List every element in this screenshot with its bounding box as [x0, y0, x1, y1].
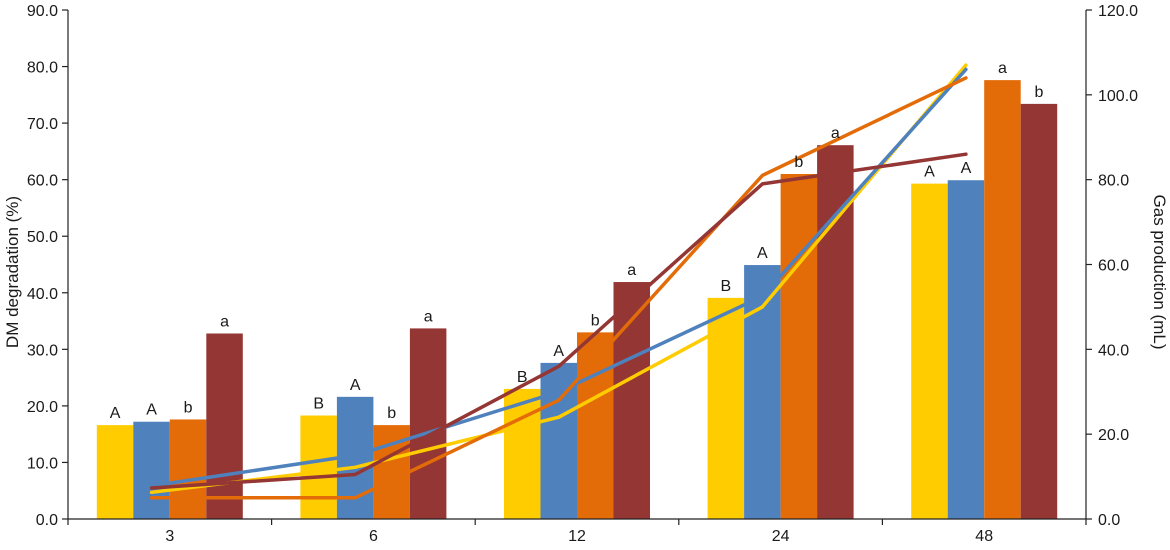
x-tick-label: 24 — [772, 528, 790, 545]
y2-tick-label: 0.0 — [1098, 512, 1120, 529]
y2-tick-label: 80.0 — [1098, 173, 1129, 190]
lines-layer — [149, 63, 968, 500]
y-tick-label: 70.0 — [27, 116, 58, 133]
series-line — [149, 152, 968, 490]
series-line — [149, 63, 968, 495]
axes-layer: 0.0 10.0 20.0 30.0 40.0 50.0 60.0 70.0 80.0 90.0 0… — [27, 3, 1138, 545]
bar — [300, 415, 337, 519]
significance-label: a — [998, 60, 1007, 77]
bar — [133, 421, 170, 519]
y-tick-label: 40.0 — [27, 286, 58, 303]
y-tick-label: 50.0 — [27, 229, 58, 246]
y2-tick-label: 40.0 — [1098, 342, 1129, 359]
bar — [947, 180, 985, 519]
significance-label: a — [627, 262, 636, 279]
significance-label: B — [721, 278, 732, 295]
y2-tick-label: 20.0 — [1098, 427, 1129, 444]
significance-label: A — [924, 164, 935, 181]
y2-tick-label: 100.0 — [1098, 88, 1138, 105]
significance-label: b — [184, 399, 193, 416]
significance-label: A — [553, 343, 564, 360]
y-tick-label: 60.0 — [27, 173, 58, 190]
y-tick-label: 80.0 — [27, 60, 58, 77]
significance-label: A — [110, 405, 121, 422]
significance-label: a — [220, 313, 229, 330]
x-tick-label: 48 — [975, 528, 993, 545]
significance-label: b — [794, 154, 803, 171]
bar — [911, 183, 948, 519]
significance-label: a — [424, 308, 433, 325]
bars-layer — [96, 80, 1058, 519]
y2-axis-title: Gas production (mL) — [1150, 195, 1169, 350]
bar — [1020, 103, 1058, 519]
significance-label: a — [831, 125, 840, 142]
significance-label: A — [350, 377, 361, 394]
bar — [409, 328, 447, 519]
series-line — [149, 67, 968, 488]
x-tick-label: 3 — [165, 528, 174, 545]
y2-tick-label: 120.0 — [1098, 3, 1138, 20]
bar — [169, 419, 207, 519]
significance-label: b — [1034, 84, 1043, 101]
significance-label: A — [757, 245, 768, 262]
y-tick-label: 90.0 — [27, 3, 58, 20]
significance-label: b — [387, 405, 396, 422]
bar — [780, 174, 818, 519]
y2-tick-label: 60.0 — [1098, 258, 1129, 275]
significance-label: b — [591, 312, 600, 329]
y-tick-label: 0.0 — [36, 512, 58, 529]
x-tick-label: 12 — [568, 528, 586, 545]
y-tick-label: 20.0 — [27, 399, 58, 416]
significance-label: B — [313, 396, 324, 413]
significance-labels-layer: A B B B A A A A A Ab b b b a a a a a b — [110, 60, 1044, 422]
series-line — [149, 76, 968, 500]
bar — [206, 333, 243, 519]
y-tick-label: 30.0 — [27, 342, 58, 359]
significance-label: A — [146, 402, 157, 419]
x-tick-label: 6 — [369, 528, 378, 545]
bar — [984, 80, 1021, 519]
bar — [707, 297, 745, 519]
bar — [96, 425, 134, 519]
significance-label: B — [517, 369, 528, 386]
y-tick-label: 10.0 — [27, 455, 58, 472]
significance-label: A — [961, 160, 972, 177]
y-axis-title: DM degradation (%) — [3, 196, 22, 348]
bar — [577, 332, 614, 519]
